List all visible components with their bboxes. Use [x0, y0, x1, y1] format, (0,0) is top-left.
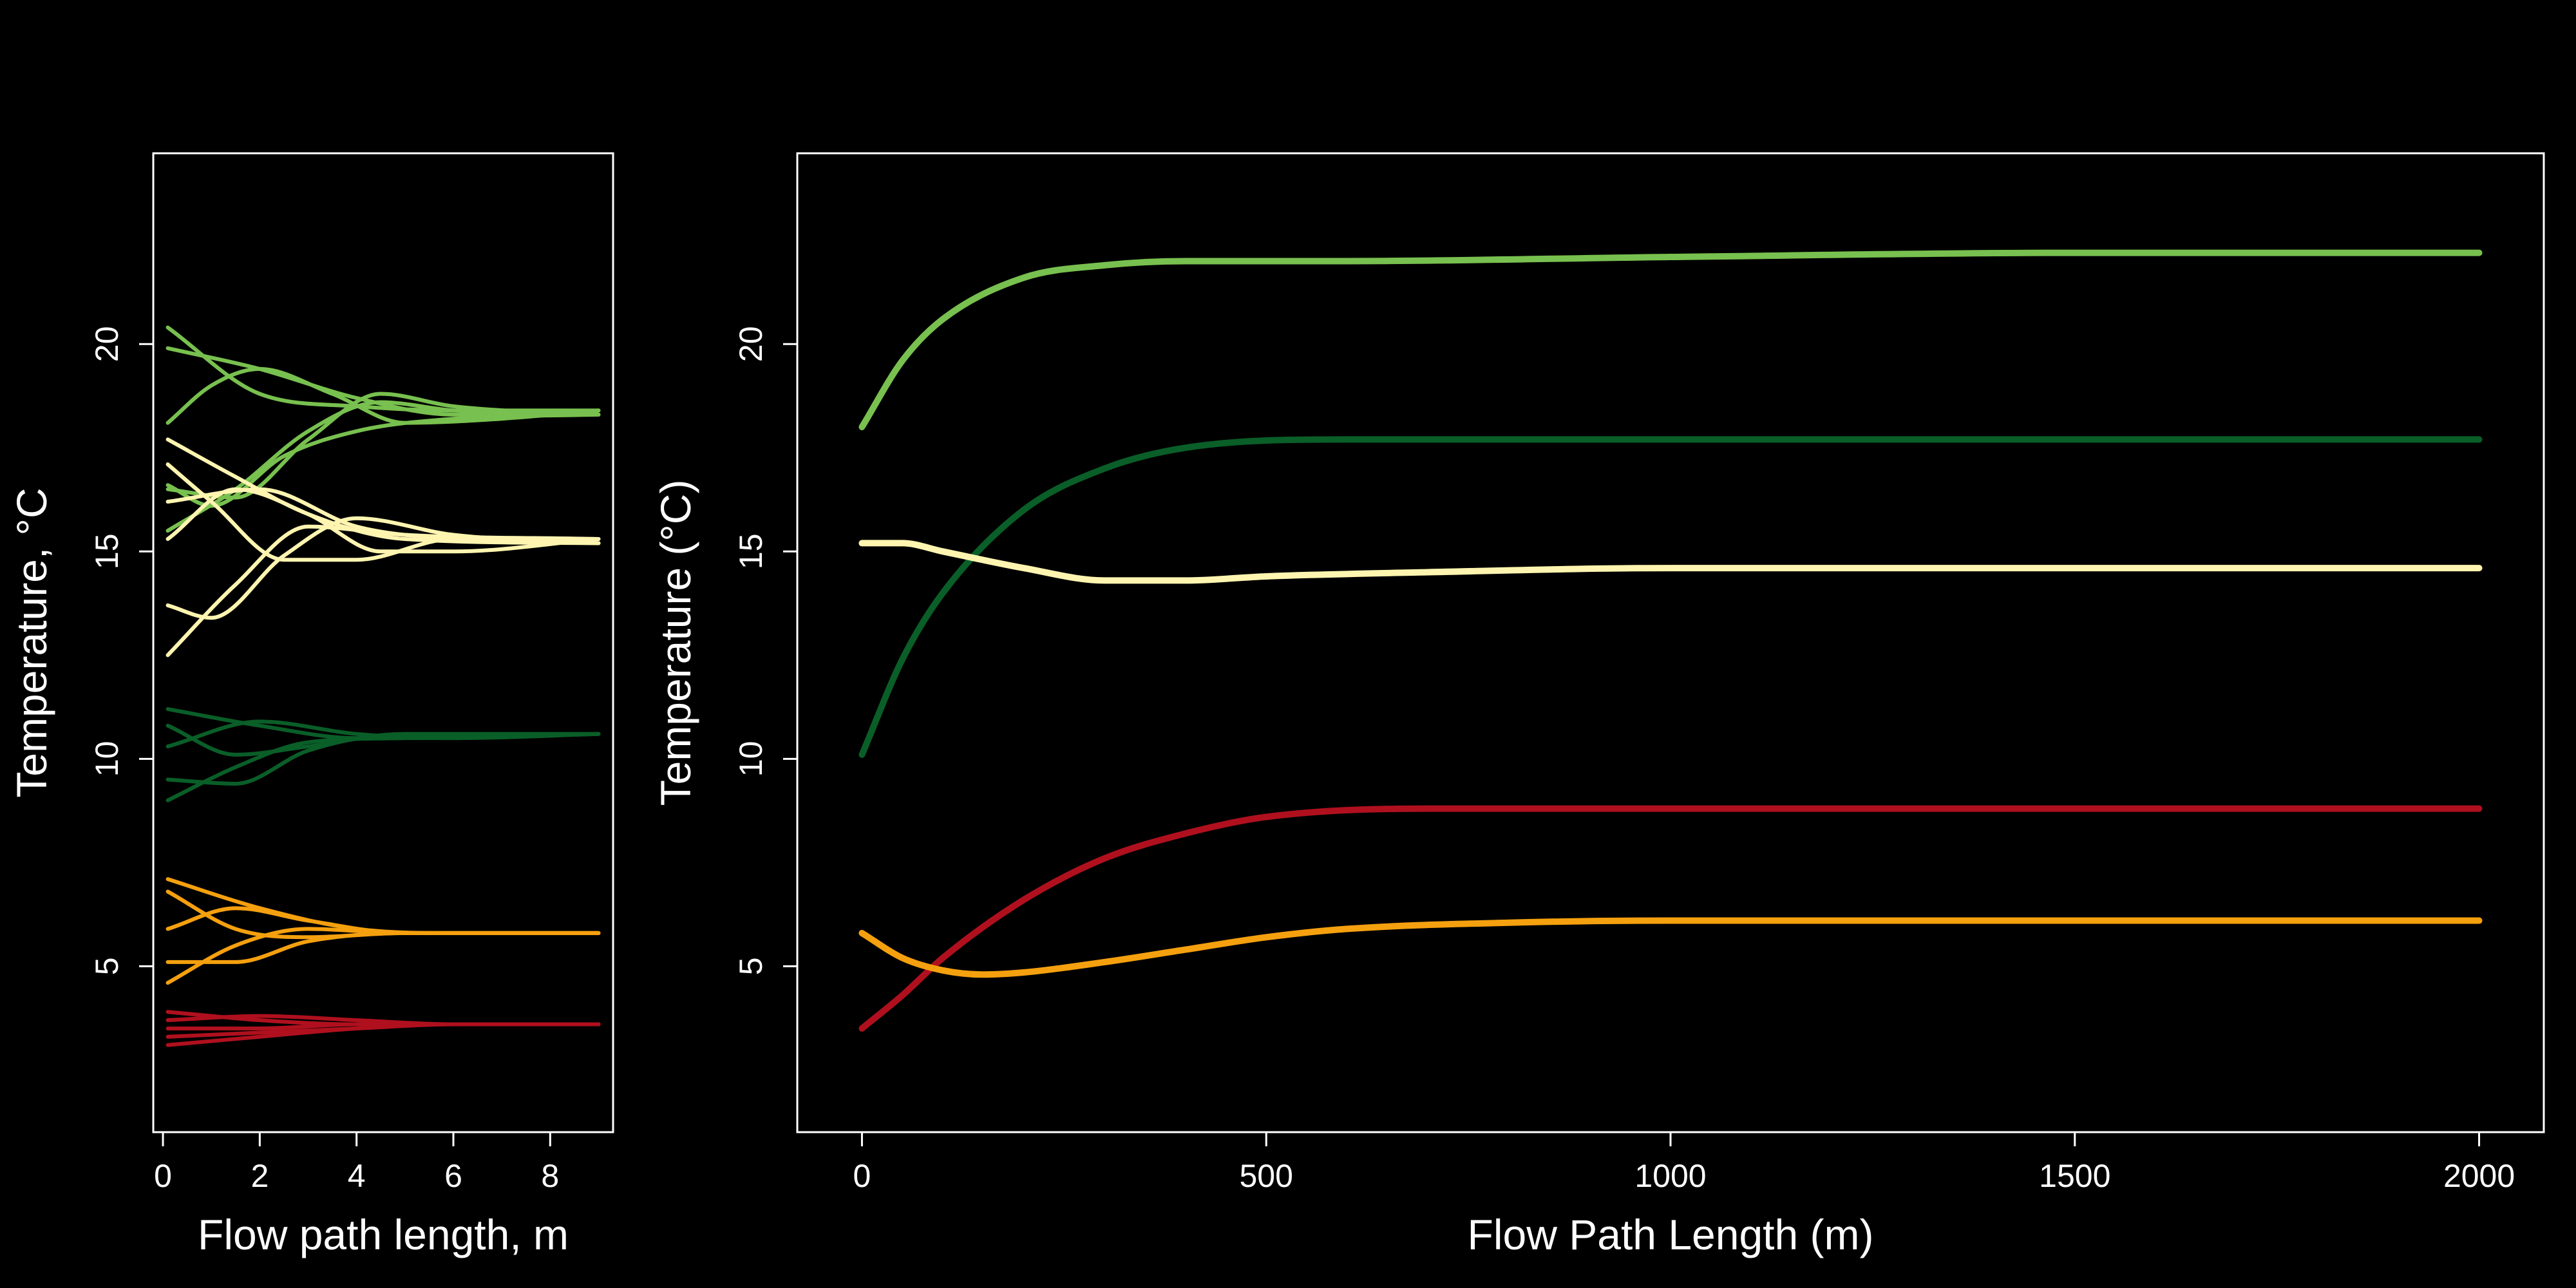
x-tick-label: 0	[853, 1158, 871, 1194]
y-tick-label: 15	[89, 533, 125, 569]
series-line-cream	[166, 524, 601, 658]
x-tick-label: 1000	[1634, 1158, 1706, 1194]
series-line-red	[166, 1022, 601, 1047]
x-axis-label: Flow Path Length (m)	[1468, 1211, 1874, 1258]
x-tick-label: 8	[541, 1158, 559, 1194]
series-line-orange	[858, 917, 2483, 978]
x-tick-label: 2000	[2443, 1158, 2515, 1194]
y-tick-label: 10	[89, 741, 125, 777]
large-panel: 0 500 1000 1500 2000 5 10 15 20 Flow Path Lengt…	[652, 152, 2545, 1258]
series-line-dark-green	[166, 732, 601, 802]
y-axis-label: Temperature (°C)	[652, 480, 699, 806]
y-tick-label: 10	[733, 741, 769, 777]
x-tick-label: 0	[154, 1158, 172, 1194]
x-tick-label: 500	[1240, 1158, 1293, 1194]
x-axis: 0 500 1000 1500 2000	[853, 1131, 2515, 1194]
series-line-light-green	[858, 249, 2483, 431]
x-tick-label: 2	[251, 1158, 269, 1194]
y-tick-label: 5	[89, 957, 125, 975]
y-axis: 5 10 15 20	[733, 326, 799, 975]
y-tick-label: 5	[733, 957, 769, 975]
series-group	[166, 325, 601, 1047]
series-line-cream	[858, 540, 2483, 584]
small-panel: 0 2 4 6 8 5 10 15 20 Flow path length, m Temper…	[8, 152, 614, 1258]
x-tick-label: 6	[444, 1158, 462, 1194]
series-line-red	[858, 805, 2483, 1032]
series-line-cream	[166, 487, 601, 545]
x-tick-label: 1500	[2039, 1158, 2110, 1194]
y-tick-label: 20	[89, 326, 125, 362]
y-axis-label: Temperature, °C	[8, 488, 55, 797]
x-axis: 0 2 4 6 8	[154, 1131, 559, 1194]
y-tick-label: 15	[733, 533, 769, 569]
series-line-dark-green	[166, 732, 601, 786]
y-axis: 5 10 15 20	[89, 326, 155, 975]
series-line-light-green	[166, 412, 601, 508]
series-group	[858, 249, 2483, 1032]
series-line-dark-green	[858, 436, 2483, 758]
series-line-orange	[166, 927, 601, 985]
y-tick-label: 20	[733, 326, 769, 362]
x-axis-label: Flow path length, m	[198, 1211, 569, 1258]
x-tick-label: 4	[348, 1158, 366, 1194]
series-line-light-green	[166, 366, 601, 425]
